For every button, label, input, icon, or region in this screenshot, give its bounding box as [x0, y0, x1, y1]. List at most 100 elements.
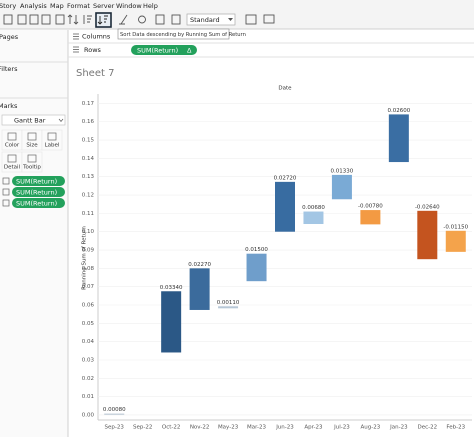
x-tick-label: Jan-23: [389, 425, 408, 431]
icon: [119, 14, 128, 25]
y-tick-label: 0.01: [82, 394, 94, 400]
menu-item[interactable]: Help: [143, 2, 158, 10]
gantt-bar: [303, 211, 324, 225]
gantt-bar: [104, 413, 125, 415]
rows-shelf-label: Rows: [84, 46, 102, 54]
mark-pill[interactable]: [12, 187, 65, 197]
menu-item[interactable]: Story: [0, 2, 16, 10]
gantt-bar: [189, 268, 210, 310]
x-tick-label: Oct-22: [162, 425, 181, 431]
value-label: 0.01330: [331, 168, 354, 174]
icon: [17, 14, 27, 25]
icon: [27, 154, 37, 163]
mark-pill-text: SUM(Return): [16, 199, 57, 207]
x-tick-label: Jul-23: [333, 425, 350, 431]
mark-button-label: Color: [5, 143, 20, 149]
value-label: 0.02270: [188, 262, 211, 268]
value-label: 0.00080: [103, 407, 126, 413]
y-tick-label: 0.14: [82, 156, 95, 162]
y-tick-label: 0.09: [82, 248, 95, 254]
marks-header: Marks: [0, 102, 18, 110]
plot: 0.00 0.01 0.02 0.03 0.04 0.05 0.06 0.07 0.08 0.09…: [82, 101, 472, 431]
menu-item[interactable]: Server: [93, 2, 115, 10]
icon: [171, 14, 181, 25]
icon: [29, 14, 39, 25]
icon: [245, 14, 257, 25]
axis-title-top: Date: [278, 86, 292, 92]
x-tick-label: Sep-23: [105, 425, 125, 431]
y-tick-label: 0.16: [82, 119, 95, 125]
gantt-bar: [275, 181, 295, 232]
icon: [83, 15, 92, 24]
rows-pill[interactable]: [131, 45, 197, 55]
mark-pill-text: SUM(Return): [16, 188, 57, 196]
y-tick-label: 0.13: [82, 174, 95, 180]
icon: [2, 188, 10, 196]
value-label: 0.02720: [274, 175, 297, 181]
gantt-bar: [246, 253, 267, 282]
gantt-bar: [218, 306, 239, 309]
mark-pill[interactable]: [12, 176, 65, 186]
icon: [2, 177, 10, 185]
icon: [97, 15, 108, 25]
mark-button-label: Size: [26, 143, 38, 149]
filters-header: Filters: [0, 65, 18, 73]
marks-pills: SUM(Return) SUM(Return) SUM(Return): [2, 176, 65, 208]
icon: [155, 14, 165, 25]
format-select[interactable]: [186, 13, 236, 26]
x-tick-label: Sep-22: [133, 425, 152, 431]
mark-pill[interactable]: [12, 198, 65, 208]
menu-item[interactable]: Analysis: [20, 2, 47, 10]
menu-item[interactable]: Window: [116, 2, 142, 10]
columns-shelf-label: Columns: [82, 33, 111, 41]
value-label: 0.00110: [217, 300, 240, 306]
menu-item[interactable]: Map: [50, 2, 64, 10]
gantt-bar: [417, 210, 438, 260]
x-tick-label: Nov-22: [190, 425, 210, 431]
icon: [55, 14, 65, 25]
value-label: 0.01500: [245, 247, 268, 253]
y-tick-label: 0.06: [82, 303, 95, 309]
x-tick-label: Aug-23: [361, 425, 381, 431]
icon: [67, 14, 79, 25]
menu: Story Analysis Map Format Server Window Help: [0, 2, 158, 10]
value-label: 0.00680: [302, 205, 325, 211]
icon: [73, 33, 79, 40]
marks-card: Color Size Label Detail Tooltip: [1, 129, 63, 173]
x-tick-label: Mar-23: [247, 425, 267, 431]
y-tick-label: 0.11: [82, 211, 94, 217]
x-tick-label: Jun-23: [275, 425, 294, 431]
y-tick-label: 0.12: [82, 193, 94, 199]
menu-item[interactable]: Format: [67, 2, 90, 10]
y-tick-label: 0.05: [82, 321, 95, 327]
icon: [41, 14, 51, 25]
gantt-bar: [331, 174, 352, 200]
gantt-bar: [161, 291, 182, 353]
side-panel: [0, 30, 68, 437]
mark-button-label: Tooltip: [22, 165, 41, 171]
mark-pill-text: SUM(Return): [16, 177, 57, 185]
y-tick-label: 0.07: [82, 284, 95, 290]
gantt-bar: [445, 230, 466, 252]
value-label: 0.03340: [160, 285, 183, 291]
icon: [27, 132, 37, 141]
value-label: 0.02600: [387, 108, 410, 114]
y-axis-title: Running Sum of Return: [82, 226, 88, 290]
sort-descending-button[interactable]: [95, 12, 112, 28]
toolbar: [0, 11, 474, 29]
gantt-bar: [360, 210, 381, 225]
x-tick-label: May-23: [218, 425, 239, 431]
value-label: -0.00780: [358, 204, 383, 210]
tooltip: [117, 28, 230, 40]
gantt-bar: [388, 114, 409, 163]
mark-button-label: Detail: [4, 165, 21, 171]
y-tick-label: 0.17: [82, 101, 95, 107]
mark-button-label: Label: [45, 143, 60, 149]
icon: [3, 14, 13, 25]
mark-type-select[interactable]: [1, 114, 66, 126]
icon: [7, 154, 17, 163]
y-tick-label: 0.02: [82, 376, 94, 382]
value-label: -0.01150: [443, 224, 468, 230]
toolbar-icons: [3, 14, 275, 25]
